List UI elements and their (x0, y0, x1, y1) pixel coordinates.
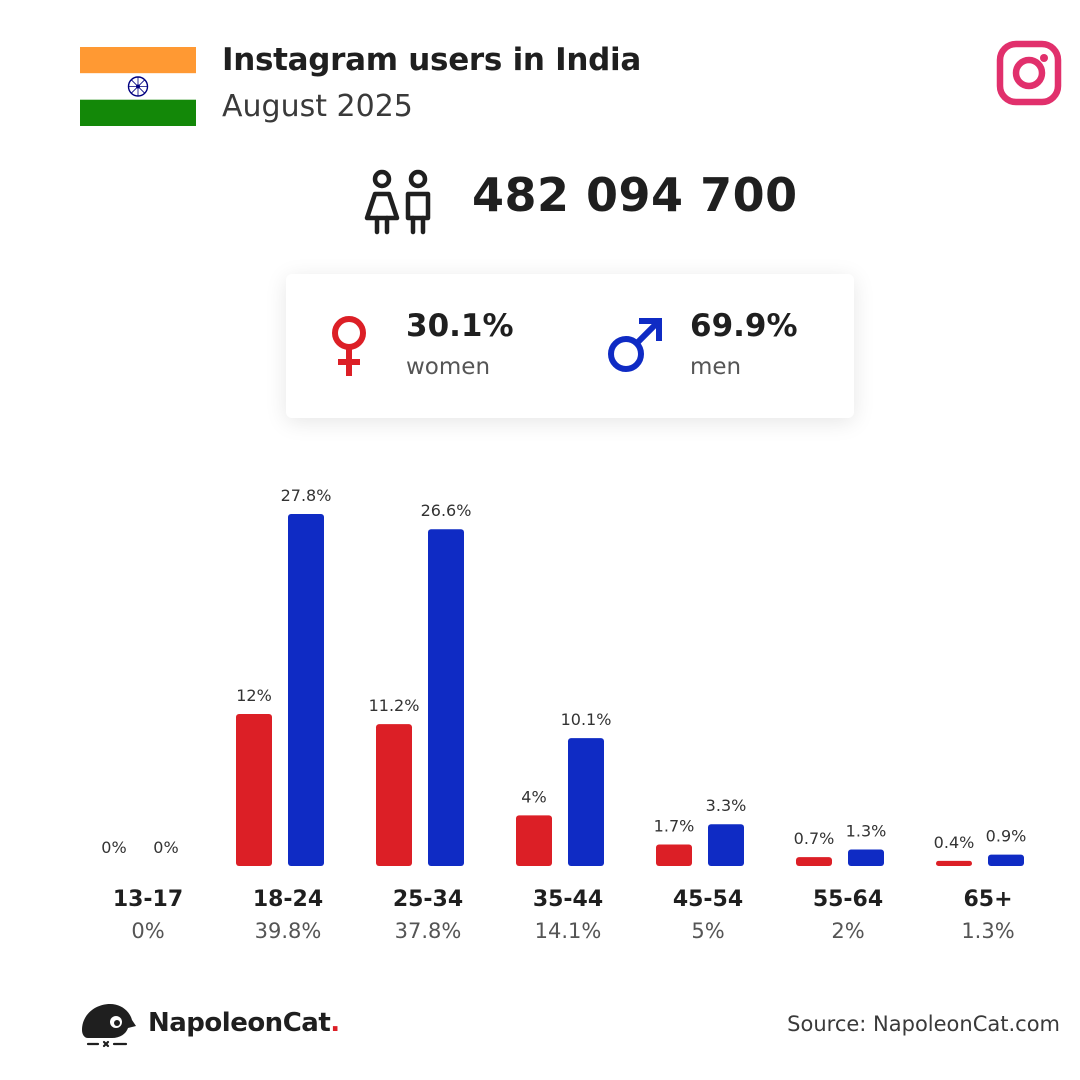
data-label-men-18-24: 27.8% (281, 486, 332, 505)
data-label-men-45-54: 3.3% (706, 796, 747, 815)
bar-men-25-34 (428, 529, 464, 866)
category-label-18-24: 18-24 (253, 887, 323, 912)
bar-women-18-24 (236, 714, 272, 866)
data-label-women-45-54: 1.7% (654, 816, 695, 835)
bar-men-65+ (988, 854, 1024, 866)
people-icon (364, 169, 431, 235)
category-label-25-34: 25-34 (393, 887, 463, 912)
bar-men-55-64 (848, 849, 884, 866)
data-label-women-13-17: 0% (101, 838, 126, 857)
category-label-65+: 65+ (963, 887, 1012, 912)
total-users: 482 094 700 (472, 168, 798, 222)
data-label-men-13-17: 0% (153, 838, 178, 857)
data-label-women-65+: 0.4% (934, 833, 975, 852)
category-total-65+: 1.3% (961, 919, 1014, 943)
data-label-men-35-44: 10.1% (561, 710, 612, 729)
gender-split-card: 30.1% women 69.9% men (286, 274, 854, 418)
data-label-women-35-44: 4% (521, 787, 546, 806)
category-label-45-54: 45-54 (673, 887, 743, 912)
data-label-men-55-64: 1.3% (846, 822, 887, 841)
women-label: women (406, 354, 491, 380)
bar-women-55-64 (796, 857, 832, 866)
category-total-45-54: 5% (691, 919, 724, 943)
category-total-13-17: 0% (131, 919, 164, 943)
page-title: Instagram users in India (222, 42, 641, 78)
female-icon (332, 316, 366, 376)
data-label-men-65+: 0.9% (986, 827, 1027, 846)
bar-men-18-24 (288, 514, 324, 866)
women-percentage: 30.1% (406, 308, 514, 344)
india-flag-icon (80, 47, 196, 126)
age-gender-bar-chart: 0% 0% 13-17 0% 12% 27.8% 18-24 39.8% 11.2% 26.6% 2… (101, 486, 1027, 943)
category-total-25-34: 37.8% (395, 919, 462, 943)
category-total-55-64: 2% (831, 919, 864, 943)
bar-women-45-54 (656, 844, 692, 866)
data-label-men-25-34: 26.6% (421, 501, 472, 520)
napoleoncat-logo-icon (82, 1004, 136, 1048)
bar-women-35-44 (516, 815, 552, 866)
instagram-icon (996, 40, 1062, 106)
bar-men-45-54 (708, 824, 744, 866)
bar-women-25-34 (376, 724, 412, 866)
bar-men-35-44 (568, 738, 604, 866)
category-label-13-17: 13-17 (113, 887, 183, 912)
men-percentage: 69.9% (690, 308, 798, 344)
data-label-women-18-24: 12% (236, 686, 272, 705)
category-total-35-44: 14.1% (535, 919, 602, 943)
data-label-women-25-34: 11.2% (369, 696, 420, 715)
source-note: Source: NapoleonCat.com (787, 1012, 1060, 1036)
category-label-55-64: 55-64 (813, 887, 883, 912)
category-label-35-44: 35-44 (533, 887, 603, 912)
brand-name: NapoleonCat. (148, 1008, 340, 1038)
category-total-18-24: 39.8% (255, 919, 322, 943)
page-subtitle: August 2025 (222, 89, 413, 124)
data-label-women-55-64: 0.7% (794, 829, 835, 848)
bar-women-65+ (936, 860, 972, 866)
male-icon (608, 318, 662, 372)
men-label: men (690, 354, 742, 380)
